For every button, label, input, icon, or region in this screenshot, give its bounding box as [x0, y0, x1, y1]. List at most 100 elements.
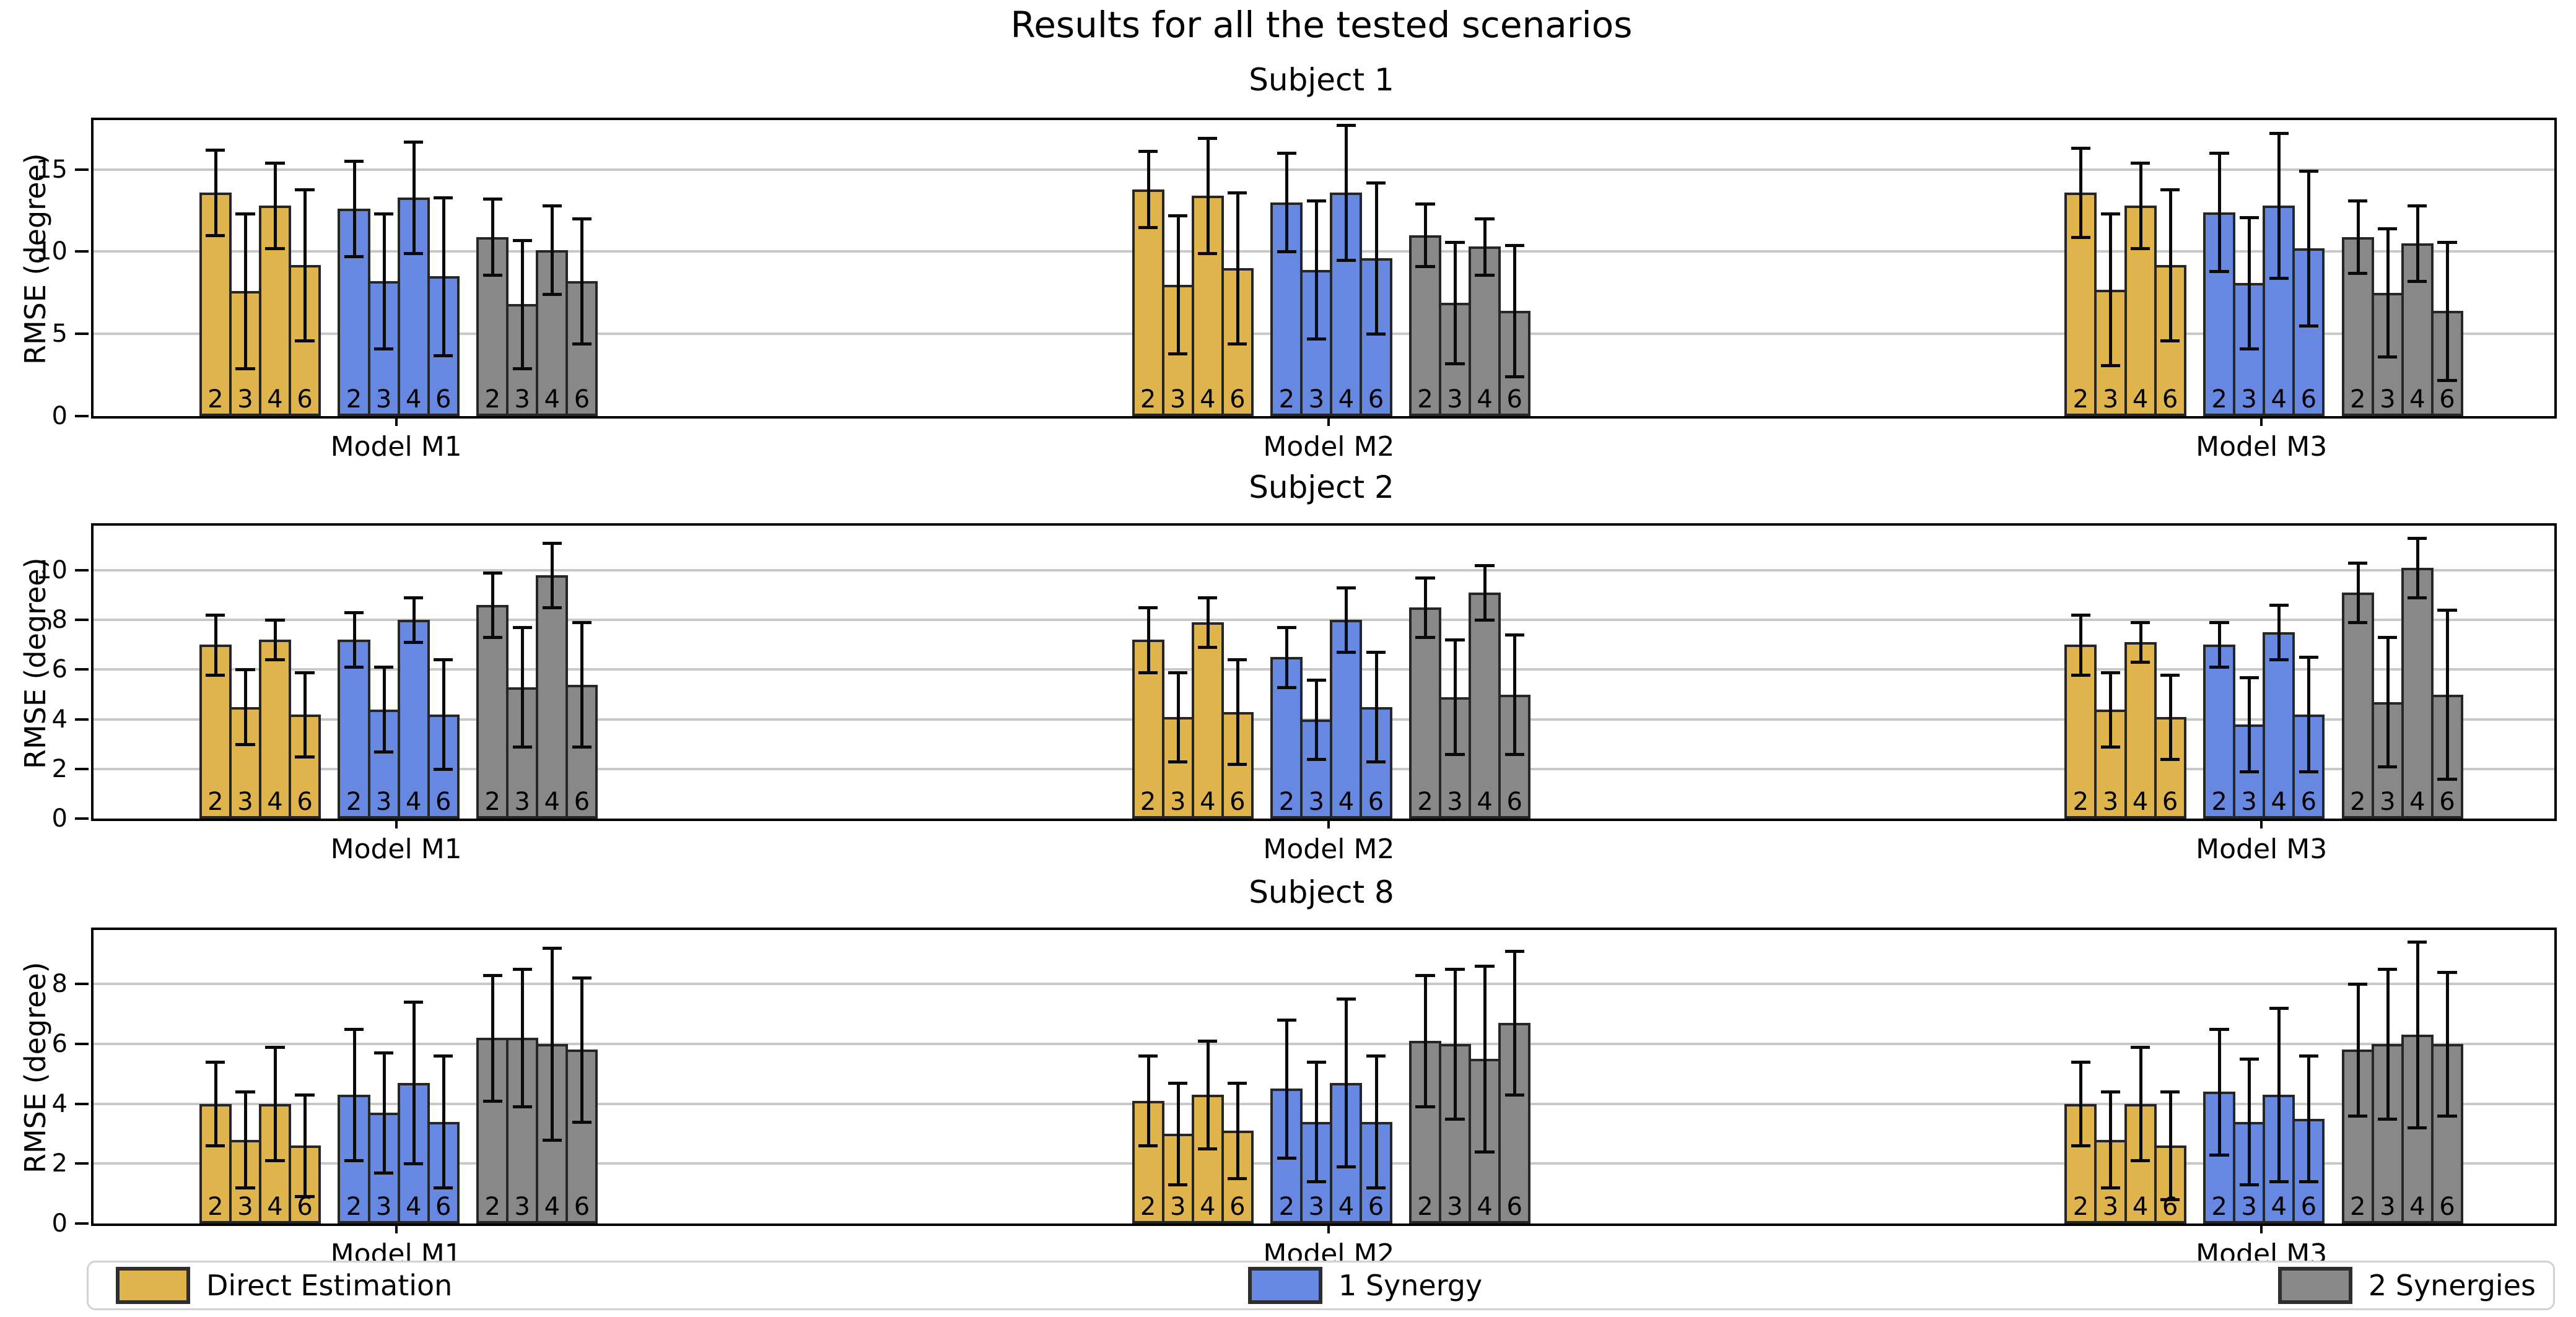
- bar-slot: 2: [338, 526, 370, 819]
- y-tick-label: 5: [51, 319, 68, 349]
- error-bar-cap: [1445, 362, 1465, 366]
- bar-slot: 3: [229, 930, 261, 1224]
- error-bar-cap: [1277, 152, 1296, 155]
- error-bar-cap: [1138, 225, 1158, 229]
- bar-slot: 4: [536, 930, 569, 1224]
- bar-count-label: 4: [405, 788, 422, 816]
- bar-count-label: 2: [207, 385, 224, 414]
- error-bar: [1176, 672, 1180, 762]
- error-bar: [1454, 968, 1457, 1119]
- bar-count-label: 3: [514, 1193, 530, 1221]
- error-bar-cap: [2269, 276, 2289, 280]
- error-bar: [382, 214, 386, 349]
- bar-count-label: 2: [2211, 385, 2227, 414]
- bar-slot: 2: [1408, 120, 1441, 416]
- error-bar-cap: [482, 572, 502, 575]
- bar-slot: 6: [1498, 930, 1531, 1224]
- bar-count-label: 2: [346, 385, 362, 414]
- error-bar-cap: [1277, 626, 1296, 630]
- y-tick-label: 6: [51, 1029, 68, 1058]
- bar-slot: 6: [1221, 526, 1254, 819]
- y-tick-label: 0: [51, 402, 68, 430]
- bar-count-label: 3: [1169, 1193, 1186, 1221]
- bar: [1408, 607, 1441, 819]
- bar-count-label: 3: [2241, 1193, 2257, 1221]
- error-bar: [412, 1002, 416, 1164]
- gridline: [94, 569, 2554, 572]
- bar-slot: 4: [1191, 526, 1224, 819]
- bar-count-label: 2: [1278, 788, 1295, 816]
- error-bar: [1423, 975, 1427, 1107]
- error-bar-cap: [2239, 1057, 2259, 1061]
- bar-slot: 6: [1221, 120, 1254, 416]
- error-bar-cap: [2378, 1117, 2398, 1121]
- error-bar-cap: [2299, 324, 2318, 328]
- bar-slot: 3: [1300, 120, 1333, 416]
- bar-slot: 3: [1300, 526, 1333, 819]
- bar-count-label: 4: [1477, 1193, 1493, 1221]
- bar-slot: 4: [397, 930, 430, 1224]
- bar-count-label: 3: [2241, 385, 2257, 414]
- error-bar-cap: [1366, 1054, 1386, 1058]
- bar-count-label: 3: [2380, 385, 2396, 414]
- x-group-label: Model M2: [1263, 833, 1395, 865]
- bar-slot: 4: [2124, 930, 2157, 1224]
- error-bar-cap: [206, 614, 225, 617]
- bar-slot: 3: [2371, 930, 2404, 1224]
- bar-slot: 2: [2203, 120, 2236, 416]
- error-bar: [580, 978, 584, 1122]
- error-bar-cap: [1306, 1060, 1326, 1064]
- bar-count-label: 2: [1140, 788, 1156, 816]
- error-bar: [2445, 971, 2449, 1116]
- error-bar-cap: [2299, 1180, 2318, 1184]
- one-synergy-swatch: [1247, 1267, 1322, 1304]
- y-tick-label: 8: [51, 606, 68, 635]
- error-bar-cap: [1306, 337, 1326, 341]
- error-bar-cap: [2348, 562, 2368, 565]
- y-tick-mark: [75, 767, 89, 770]
- y-tick-mark: [75, 1102, 89, 1105]
- error-bar: [491, 199, 495, 275]
- error-bar: [1483, 966, 1487, 1152]
- error-bar-cap: [1138, 150, 1158, 154]
- error-bar-cap: [2269, 604, 2289, 607]
- error-bar-cap: [572, 976, 592, 980]
- error-bar: [1285, 153, 1289, 252]
- bar: [2203, 645, 2236, 819]
- error-bar: [2416, 206, 2419, 282]
- error-bar-cap: [2209, 1153, 2229, 1157]
- error-bar-cap: [344, 255, 364, 259]
- x-tick-mark: [1327, 1224, 1330, 1233]
- error-bar-cap: [344, 1159, 364, 1163]
- error-bar: [2416, 538, 2419, 598]
- error-bar-cap: [1228, 342, 1247, 346]
- y-tick-label: 6: [51, 655, 68, 684]
- bar-count-label: 3: [237, 1193, 253, 1221]
- bar-count-label: 2: [1140, 1193, 1156, 1221]
- bar: [565, 684, 598, 819]
- error-bar: [2356, 201, 2360, 273]
- bar-slot: 4: [1330, 120, 1363, 416]
- error-bar: [274, 620, 277, 660]
- error-bar-cap: [404, 1001, 424, 1004]
- error-bar-cap: [344, 1027, 364, 1031]
- error-bar-cap: [1504, 1093, 1524, 1097]
- legend: Direct Estimation 1 Synergy 2 Synergies: [87, 1261, 2555, 1310]
- bar-count-label: 4: [2271, 788, 2287, 816]
- bar-slot: 6: [2430, 526, 2463, 819]
- legend-item-2-synergies: 2 Synergies: [2277, 1267, 2536, 1304]
- error-bar-cap: [2209, 270, 2229, 274]
- bar-slot: 2: [1408, 930, 1441, 1224]
- bar-count-label: 3: [237, 788, 253, 816]
- bar-slot: 4: [258, 120, 292, 416]
- error-bar-cap: [265, 619, 285, 622]
- x-group-label: Model M3: [2196, 431, 2328, 463]
- bar-count-label: 4: [1477, 788, 1493, 816]
- bar-slot: 3: [506, 120, 539, 416]
- error-bar-cap: [2160, 673, 2180, 677]
